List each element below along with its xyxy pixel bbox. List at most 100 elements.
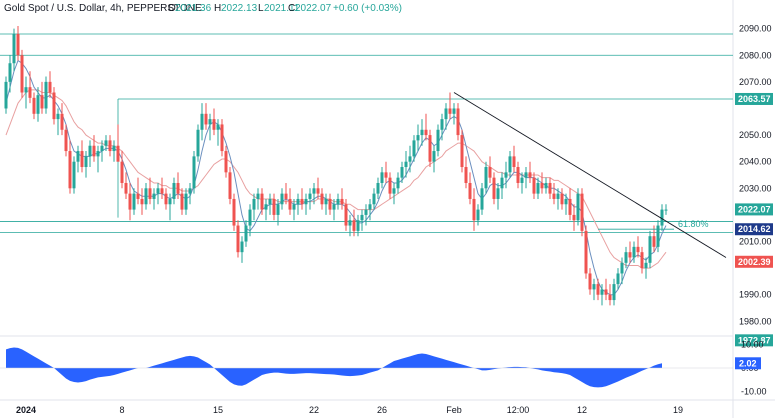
price-tag-bg [735,255,773,268]
candle [344,198,348,231]
oscillator-pane [0,347,733,388]
candle [152,188,156,210]
candle [664,204,668,215]
candle [592,278,596,301]
time-tick-label: 15 [213,405,223,415]
oscillator-area [6,347,662,388]
candle [460,129,464,173]
candle [424,113,428,141]
candle [172,177,176,205]
candle [272,193,276,221]
candle [508,151,512,178]
candle [96,145,100,173]
candle [192,151,196,194]
candle [248,204,252,237]
price-tick-label: 2050.00 [739,130,772,140]
candle [640,246,644,274]
candle [324,193,328,215]
candle [76,145,80,173]
candle [60,103,64,136]
candle [8,55,12,93]
time-axis[interactable]: 2024 8 15 22 26 Feb 12:00 12 19 [16,405,683,415]
time-tick-label: 26 [377,405,387,415]
candle [456,103,460,141]
candle [588,268,592,295]
candle [256,188,260,210]
candle [476,204,480,226]
candle [484,161,488,194]
fib-level-label: 61.80% [678,219,709,229]
candle [296,193,300,215]
candle [244,220,248,247]
price-tag-bg [735,92,773,105]
candle [556,188,560,210]
candle [240,236,244,263]
candle [380,167,384,189]
price-tag-label: 2014.62 [738,224,771,234]
candle [544,177,548,194]
candle [576,188,580,226]
candle [572,204,576,231]
candle [596,278,600,301]
trend-line[interactable] [453,92,727,258]
oscillator-axis: 10.000.00-10.002.02 [735,340,767,396]
price-tick-label: 2080.00 [739,50,772,60]
price-tag-label: 2002.39 [738,257,771,267]
candle [452,103,456,125]
candle [252,193,256,221]
candle [468,172,472,205]
candle [80,140,84,173]
candle [464,156,468,189]
candle [160,177,164,199]
candle [180,188,184,215]
time-tick-label: 19 [673,405,683,415]
candle [412,135,416,162]
drawings: 61.80% [453,92,727,258]
candle [200,103,204,141]
candle [120,151,124,189]
price-tag-bg [735,203,773,216]
time-tick-label: Feb [446,405,462,415]
candle [404,151,408,178]
candle [432,145,436,173]
price-tag-bg [735,334,773,347]
candle [292,198,296,221]
candle [332,198,336,221]
oscillator-value-label: 2.02 [739,358,757,368]
candle [104,135,108,152]
candle [560,188,564,210]
candle [164,188,168,210]
candle [400,161,404,183]
candle [88,140,92,168]
candle [288,188,292,215]
candle [320,188,324,210]
candle [632,241,636,263]
candle [536,177,540,199]
candle [372,188,376,210]
candle [548,177,552,199]
time-tick-label: 8 [119,405,124,415]
price-tick-label: 2040.00 [739,157,772,167]
candle [500,172,504,199]
time-tick-label: 22 [309,405,319,415]
candle [512,145,516,173]
candle [64,124,68,157]
ma-fast-line [5,59,667,296]
candle [620,257,624,285]
candle [188,182,192,205]
candle [128,182,132,221]
candle [196,124,200,162]
time-tick-label: 12:00 [507,405,530,415]
ma-slow-line [5,89,667,269]
candle [428,129,432,168]
candle [392,182,396,205]
candle [352,209,356,237]
candle [144,182,148,210]
candle [612,278,616,306]
chart-header: Gold Spot / U.S. Dollar, 4h, PEPPERSTONE… [4,3,402,14]
candle [520,172,524,194]
candle [32,92,36,120]
candle [68,140,72,194]
candle [44,76,48,114]
